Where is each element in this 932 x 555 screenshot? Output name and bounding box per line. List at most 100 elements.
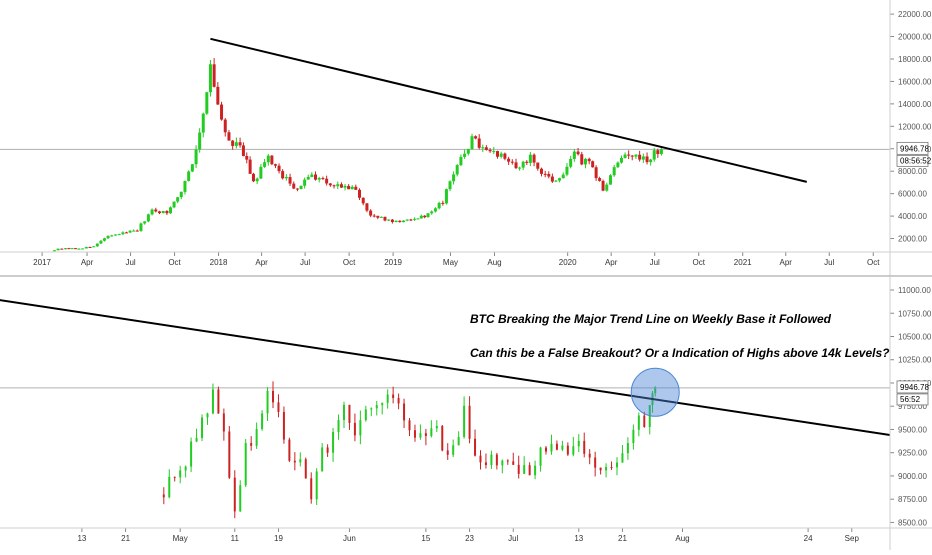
- candle[interactable]: [402, 220, 406, 223]
- candle[interactable]: [474, 135, 478, 140]
- candle[interactable]: [448, 180, 452, 192]
- candle[interactable]: [610, 461, 613, 470]
- candle[interactable]: [659, 147, 663, 156]
- candle[interactable]: [233, 470, 236, 519]
- candle[interactable]: [304, 457, 307, 479]
- candle[interactable]: [314, 171, 318, 181]
- candle[interactable]: [601, 179, 605, 192]
- candle[interactable]: [263, 158, 267, 168]
- candle[interactable]: [430, 420, 433, 438]
- candle[interactable]: [306, 174, 310, 180]
- candle[interactable]: [172, 201, 176, 209]
- candle[interactable]: [645, 152, 649, 165]
- candle[interactable]: [555, 440, 558, 451]
- candle[interactable]: [424, 428, 427, 446]
- candle[interactable]: [514, 158, 518, 170]
- candle[interactable]: [383, 216, 387, 222]
- candle[interactable]: [139, 222, 143, 232]
- candle[interactable]: [539, 446, 542, 472]
- candle[interactable]: [211, 383, 214, 415]
- candle[interactable]: [632, 424, 635, 450]
- candle[interactable]: [463, 396, 466, 439]
- candle[interactable]: [572, 436, 575, 457]
- candle[interactable]: [583, 432, 586, 458]
- candle[interactable]: [113, 234, 117, 236]
- candle[interactable]: [521, 160, 525, 171]
- candle[interactable]: [550, 173, 554, 183]
- candle[interactable]: [598, 176, 602, 182]
- candle[interactable]: [198, 128, 202, 153]
- candle[interactable]: [179, 465, 182, 484]
- candle[interactable]: [132, 229, 136, 232]
- candle[interactable]: [282, 406, 285, 444]
- candle[interactable]: [381, 402, 384, 415]
- candle[interactable]: [510, 159, 514, 165]
- candle[interactable]: [168, 469, 171, 499]
- candle[interactable]: [88, 246, 92, 248]
- candle[interactable]: [587, 157, 591, 165]
- candle[interactable]: [277, 163, 281, 174]
- candle[interactable]: [588, 449, 591, 465]
- candle[interactable]: [143, 221, 147, 225]
- candle[interactable]: [372, 213, 376, 218]
- candle[interactable]: [321, 443, 324, 472]
- candle[interactable]: [576, 147, 580, 156]
- candle[interactable]: [561, 172, 565, 179]
- candle[interactable]: [284, 174, 288, 181]
- candle[interactable]: [295, 188, 299, 192]
- candle[interactable]: [273, 163, 277, 169]
- candle[interactable]: [583, 157, 587, 169]
- candle[interactable]: [150, 208, 154, 216]
- candle[interactable]: [365, 203, 369, 213]
- candle[interactable]: [157, 210, 161, 215]
- candle[interactable]: [293, 452, 296, 471]
- candle[interactable]: [419, 214, 423, 219]
- candle[interactable]: [577, 434, 580, 453]
- candle[interactable]: [220, 101, 224, 121]
- candle[interactable]: [194, 145, 198, 168]
- candle[interactable]: [238, 137, 242, 148]
- candle[interactable]: [501, 459, 504, 474]
- trend-line[interactable]: [0, 299, 891, 437]
- candle[interactable]: [310, 472, 313, 504]
- candle[interactable]: [615, 457, 618, 476]
- candle[interactable]: [457, 431, 460, 446]
- candle[interactable]: [261, 410, 264, 431]
- candle[interactable]: [441, 200, 445, 206]
- candle[interactable]: [634, 154, 638, 159]
- candle[interactable]: [332, 184, 336, 189]
- candle[interactable]: [435, 420, 438, 433]
- candle[interactable]: [649, 158, 653, 166]
- candle[interactable]: [379, 216, 383, 218]
- candle[interactable]: [370, 407, 373, 417]
- candle[interactable]: [217, 386, 220, 414]
- candle[interactable]: [484, 145, 488, 151]
- candle[interactable]: [484, 453, 487, 469]
- candle[interactable]: [426, 213, 430, 218]
- candle[interactable]: [259, 164, 263, 180]
- candle[interactable]: [506, 459, 509, 465]
- candle[interactable]: [492, 146, 496, 155]
- candle[interactable]: [397, 393, 400, 410]
- candle[interactable]: [359, 410, 362, 445]
- candle[interactable]: [234, 137, 238, 149]
- candle[interactable]: [539, 167, 543, 177]
- candle[interactable]: [206, 412, 209, 425]
- candle[interactable]: [288, 437, 291, 463]
- candle[interactable]: [227, 130, 231, 141]
- candle[interactable]: [375, 400, 378, 416]
- candle[interactable]: [413, 217, 417, 222]
- candle[interactable]: [605, 463, 608, 478]
- candle[interactable]: [468, 396, 471, 444]
- candle[interactable]: [626, 437, 629, 460]
- candle[interactable]: [231, 140, 235, 150]
- candle[interactable]: [135, 229, 139, 232]
- candle[interactable]: [281, 169, 285, 180]
- candle[interactable]: [183, 180, 187, 195]
- candle[interactable]: [430, 210, 434, 215]
- weekly-panel[interactable]: 2000.004000.006000.008000.0010000.001200…: [0, 10, 932, 267]
- candle[interactable]: [223, 117, 227, 137]
- candle[interactable]: [56, 248, 60, 251]
- candle[interactable]: [433, 207, 437, 213]
- candle[interactable]: [532, 153, 536, 167]
